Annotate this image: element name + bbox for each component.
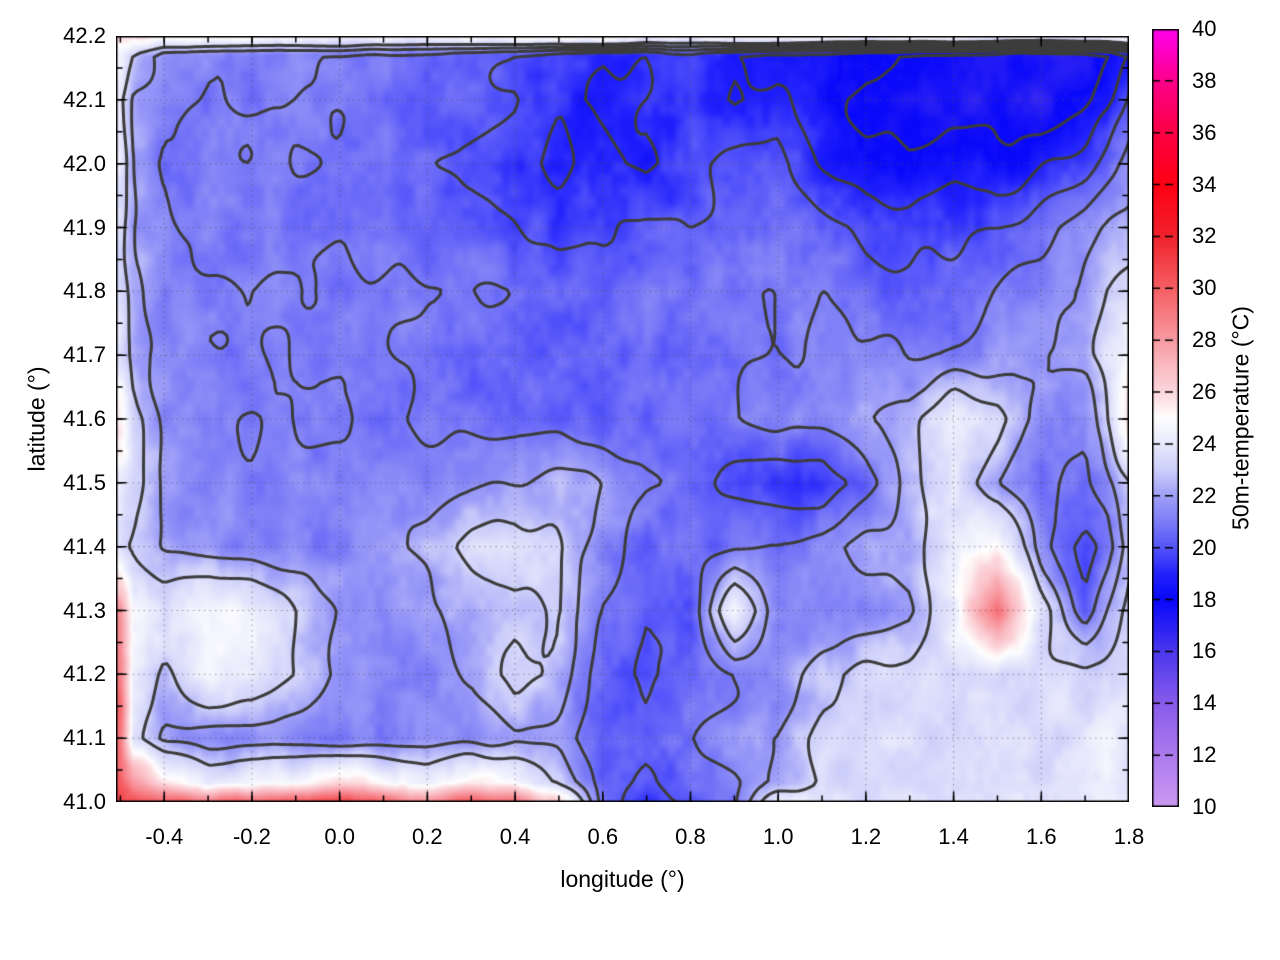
colorbar-tick-label: 20 [1192, 534, 1217, 560]
y-tick-label: 41.0 [63, 789, 106, 814]
y-tick-label: 41.1 [63, 725, 106, 751]
colorbar-tick-label: 30 [1192, 275, 1217, 301]
y-tick-label: 41.3 [63, 597, 106, 623]
y-tick-label: 41.4 [63, 533, 106, 559]
y-tick-label: 41.8 [63, 278, 106, 304]
y-tick-label: 41.2 [63, 661, 106, 687]
y-tick-label: 42.0 [63, 150, 106, 176]
x-tick-label: 0.6 [587, 824, 619, 849]
x-axis-title: longitude (°) [560, 866, 685, 892]
colorbar-tick-label: 38 [1192, 67, 1217, 93]
x-tick-label: -0.2 [232, 824, 271, 849]
x-tick-label: 1.2 [850, 824, 882, 849]
colorbar-tick-label: 32 [1192, 223, 1217, 249]
x-tick-label: -0.4 [145, 824, 184, 849]
x-tick-label: 1.6 [1025, 824, 1057, 849]
heatmap-plot-canvas [116, 36, 1129, 802]
colorbar-canvas [1152, 29, 1179, 807]
colorbar-tick-label: 22 [1192, 482, 1217, 508]
colorbar-tick-label: 14 [1192, 690, 1217, 716]
colorbar-tick-label: 12 [1192, 742, 1217, 768]
y-tick-label: 42.1 [63, 86, 106, 112]
colorbar-tick-label: 18 [1192, 586, 1217, 612]
colorbar-tick-label: 36 [1192, 119, 1217, 145]
colorbar-tick-label: 34 [1192, 171, 1217, 197]
y-tick-label: 41.5 [63, 469, 106, 495]
y-tick-label: 41.7 [63, 342, 106, 368]
x-tick-label: 1.8 [1113, 824, 1145, 849]
x-tick-label: 1.4 [938, 824, 969, 849]
colorbar-tick-label: 16 [1192, 638, 1217, 664]
y-tick-label: 41.9 [63, 214, 106, 240]
colorbar-tick-label: 24 [1192, 430, 1217, 456]
colorbar-tick-label: 40 [1192, 16, 1217, 41]
y-tick-label: 42.2 [63, 23, 106, 48]
y-tick-label: 41.6 [63, 406, 106, 431]
colorbar-tick-label: 10 [1192, 794, 1217, 819]
x-tick-label: 0.2 [412, 824, 443, 849]
x-tick-label: 1.0 [762, 824, 794, 849]
x-tick-label: 0.8 [675, 824, 706, 849]
x-tick-label: 0.0 [324, 824, 355, 849]
x-tick-label: 0.4 [499, 824, 531, 849]
colorbar-tick-label: 28 [1192, 327, 1217, 353]
colorbar-tick-label: 26 [1192, 379, 1217, 405]
